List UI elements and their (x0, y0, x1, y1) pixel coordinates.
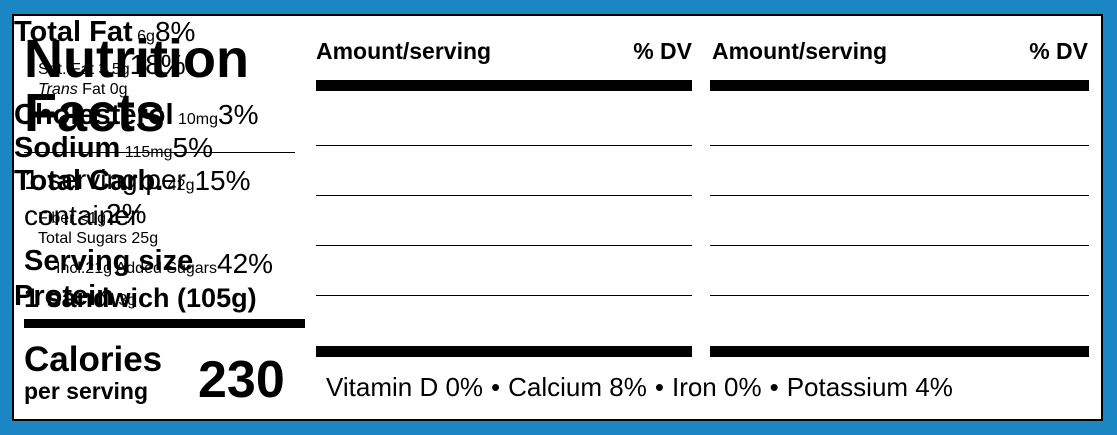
rows: Total Fat 6g8% Sat. Fat 3.5g18% Trans Fat … (14, 16, 1101, 313)
vitamin: Vitamin D 0% (326, 372, 484, 402)
nutrient: Sodium 115mg (14, 132, 173, 164)
nutrient-name: Cholesterol (14, 99, 174, 131)
nutrition-panel: Nutrition Facts 1 serving per container … (12, 14, 1103, 421)
nutrient: Total Sugars 25g (38, 230, 158, 247)
daily-value: 3% (218, 99, 259, 130)
servings: 1 serving per container (24, 164, 186, 231)
nutrient: Total Carb. 42g (14, 165, 195, 197)
separator: • (654, 372, 664, 402)
row-divider (710, 245, 1089, 246)
divider (710, 80, 1089, 91)
nutrient-name: Fat (82, 81, 106, 98)
nutrient: Trans Fat 0g (38, 81, 128, 98)
nutrient: Cholesterol 10mg (14, 99, 219, 131)
daily-value: 42% (217, 248, 274, 279)
serving-size: 1 sandwich (105g) (24, 283, 257, 313)
serving-size-label: Serving size (24, 245, 194, 277)
vitamin: Calcium 8% (508, 372, 647, 402)
nutrient-amount: 42g (167, 177, 195, 194)
row-divider (316, 195, 692, 196)
nutrient-row: Protein 3g (14, 280, 393, 313)
vitamin: Iron 0% (671, 372, 762, 402)
nutrient: Protein 3g (14, 280, 137, 312)
nutrient-amount: 0g (109, 81, 128, 98)
divider (316, 80, 692, 91)
nutrient: Total Fat 6g (14, 16, 155, 48)
daily-value: 2% (106, 198, 147, 229)
daily-value: 15% (194, 165, 251, 196)
nutrient-row: Sodium 115mg5% (14, 132, 390, 165)
nutrient-name: Protein (14, 280, 114, 312)
nutrient-name: Sat. Fat (38, 61, 95, 78)
divider (24, 152, 295, 153)
nutrient-amount: 25g (131, 230, 159, 247)
nutrient-amount: 6g (137, 28, 155, 45)
vitamin: Potassium 4% (786, 372, 953, 402)
amount-header: Amount/serving (712, 38, 888, 64)
column-header: Amount/serving % DV (712, 38, 1088, 65)
nutrient-name: Total Carb. (14, 165, 164, 197)
nutrient-row: Trans Fat 0g (14, 81, 414, 99)
nutrient-row: Total Fat 6g8% (14, 16, 390, 49)
nutrient-amount: 3g (118, 292, 137, 309)
vitamins: Vitamin D 0% • Calcium 8% • Iron 0% • Potassiu… (326, 370, 953, 404)
separator: • (491, 372, 501, 402)
nutrient-name: Incl.21g Added Sugars (56, 260, 218, 277)
title: Nutrition Facts (24, 29, 249, 143)
nutrient-row: Incl.21g Added Sugars42% (14, 248, 435, 280)
nutrient-name: Total Sugars (38, 230, 127, 247)
row-divider (710, 195, 1089, 196)
row-divider (316, 145, 692, 146)
separator: • (769, 372, 779, 402)
nutrient-row: Fiber <1g2% (14, 198, 417, 230)
nutrient: Sat. Fat 3.5g (38, 61, 130, 78)
nutrient-row: Sat. Fat 3.5g18% (14, 49, 414, 81)
nutrient-name: Total Fat (14, 16, 133, 48)
divider (710, 346, 1089, 357)
row-divider (710, 145, 1089, 146)
divider (316, 346, 692, 357)
nutrient-amount: 3.5g (98, 61, 130, 78)
nutrient-amount: 10mg (177, 111, 219, 128)
nutrient-row: Cholesterol 10mg3% (14, 99, 390, 132)
daily-value: 8% (154, 16, 196, 47)
daily-value: 5% (172, 132, 213, 163)
nutrient: Incl.21g Added Sugars (56, 260, 217, 277)
column-header: Amount/serving % DV (316, 38, 692, 65)
amount-header: Amount/serving (316, 38, 492, 64)
nutrient-amount: <1g (78, 210, 107, 227)
nutrient-name: Fiber (38, 210, 75, 227)
nutrient-row: Total Sugars 25g (14, 230, 417, 248)
row-divider (316, 245, 692, 246)
nutrient: Fiber <1g (38, 210, 106, 227)
calories-sub: per serving (24, 378, 148, 404)
row-divider (316, 295, 692, 296)
divider (24, 319, 305, 328)
calories-label: Calories (24, 340, 163, 379)
dv-header: % DV (633, 38, 692, 64)
calories-value: 230 (198, 351, 285, 409)
nutrient-row: Total Carb. 42g15% (14, 165, 393, 198)
nutrient-name-italic: Trans (38, 81, 78, 98)
row-divider (710, 295, 1089, 296)
nutrient-name: Sodium (14, 132, 121, 164)
daily-value: 18% (129, 49, 186, 80)
dv-header: % DV (1029, 38, 1088, 64)
